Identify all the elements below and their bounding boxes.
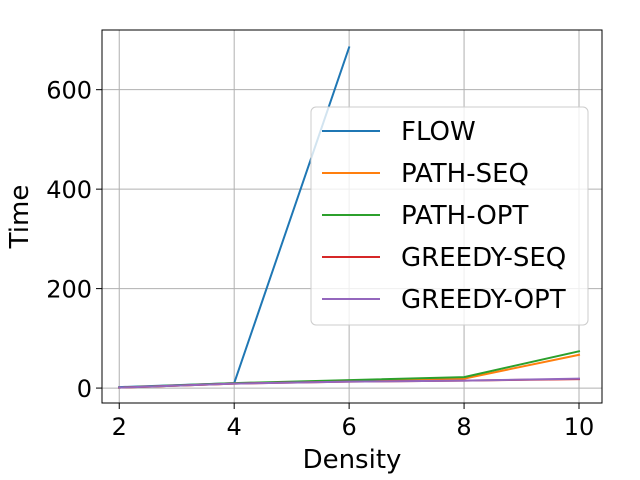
x-tick-label: 6 <box>341 413 356 441</box>
legend-label: GREEDY-SEQ <box>401 243 566 273</box>
legend-label: FLOW <box>401 117 476 147</box>
legend: FLOW PATH-SEQ PATH-OPT GREEDY-SEQ GREEDY-OPT <box>310 106 589 326</box>
y-axis-label: Time <box>5 185 35 250</box>
legend-label: GREEDY-OPT <box>401 285 566 315</box>
y-tick-label: 600 <box>46 77 92 105</box>
legend-label: PATH-SEQ <box>401 159 529 189</box>
series-line-greedy-opt <box>118 377 581 389</box>
y-tick-label: 400 <box>46 176 92 204</box>
x-tick-label: 10 <box>564 413 595 441</box>
y-tick-label: 0 <box>77 375 92 403</box>
plot-frame <box>101 29 603 404</box>
y-tick-label: 200 <box>46 276 92 304</box>
legend-label: PATH-OPT <box>401 201 528 231</box>
axis-ticks: 2 4 6 8 10 0 200 400 600 <box>46 77 594 441</box>
legend-box <box>310 106 589 326</box>
x-tick-label: 8 <box>456 413 471 441</box>
x-tick-label: 2 <box>112 413 127 441</box>
x-tick-label: 4 <box>227 413 242 441</box>
x-axis-label: Density <box>303 445 402 475</box>
